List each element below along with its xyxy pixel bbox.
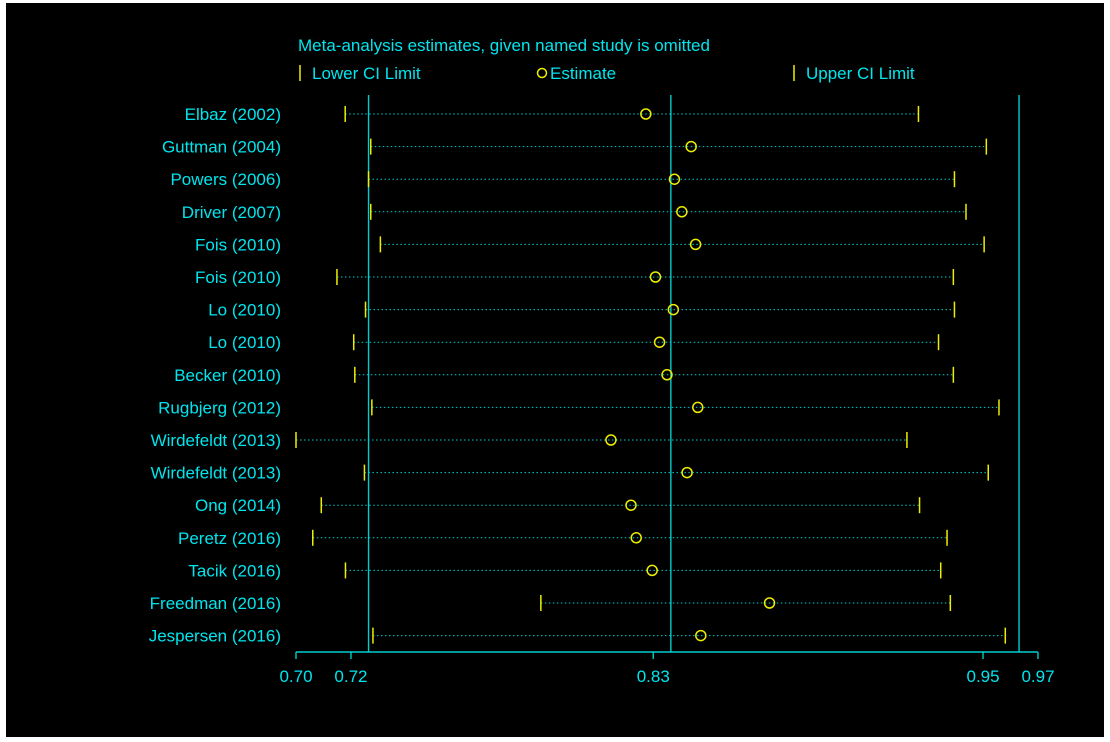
x-tick-label-4: 0.95	[966, 667, 999, 686]
chart-title: Meta-analysis estimates, given named stu…	[298, 36, 710, 55]
estimate-marker	[661, 369, 673, 381]
estimate-marker	[695, 629, 707, 642]
study-label: Fois (2010)	[195, 268, 281, 287]
estimate-marker	[668, 173, 681, 185]
estimate-marker	[625, 499, 637, 511]
estimate-marker	[630, 532, 642, 544]
x-tick-label-2: 0.72	[334, 667, 367, 686]
study-label: Lo (2010)	[208, 333, 281, 352]
estimate-marker	[646, 564, 658, 577]
x-tick-label-1: 0.70	[279, 667, 312, 686]
reference-lines	[367, 95, 1020, 652]
x-tick-label-3: 0.83	[637, 667, 670, 686]
estimate-marker	[763, 597, 776, 609]
study-label: Jespersen (2016)	[149, 627, 281, 646]
estimate-marker	[605, 434, 617, 446]
estimate-marker	[653, 336, 666, 348]
x-axis: 0.70 0.72 0.83 0.95 0.97	[279, 651, 1055, 686]
estimate-marker	[681, 466, 693, 479]
study-label: Driver (2007)	[182, 203, 281, 222]
study-label: Peretz (2016)	[178, 529, 281, 548]
legend: Lower CI Limit Estimate Upper CI Limit	[299, 64, 915, 83]
study-label: Guttman (2004)	[162, 138, 281, 157]
chart-title-group: Meta-analysis estimates, given named stu…	[298, 36, 710, 55]
estimate-marker	[667, 303, 680, 316]
estimate-marker	[676, 206, 688, 218]
study-label: Lo (2010)	[208, 301, 281, 320]
study-labels: Elbaz (2002) Guttman (2004) Powers (2006) D…	[149, 105, 281, 646]
study-label: Becker (2010)	[174, 366, 281, 385]
legend-estimate-symbol	[536, 67, 548, 79]
study-label: Powers (2006)	[170, 170, 281, 189]
study-label: Wirdefeldt (2013)	[151, 464, 281, 483]
study-label: Rugbjerg (2012)	[158, 398, 281, 417]
estimate-marker	[689, 238, 702, 251]
study-label: Fois (2010)	[195, 235, 281, 254]
x-tick-label-5: 0.97	[1021, 667, 1054, 686]
estimate-marker	[685, 140, 697, 153]
study-label: Ong (2014)	[195, 496, 281, 515]
confidence-intervals	[295, 106, 1007, 644]
estimate-marker	[640, 108, 652, 120]
estimate-marker	[692, 401, 704, 414]
study-label: Wirdefeldt (2013)	[151, 431, 281, 450]
legend-estimate-label: Estimate	[550, 64, 616, 83]
chart-background: Meta-analysis estimates, given named stu…	[6, 3, 1104, 737]
estimate-marker	[649, 271, 662, 283]
study-label: Freedman (2016)	[150, 594, 281, 613]
legend-upper-ci-label: Upper CI Limit	[806, 64, 915, 83]
legend-lower-ci-label: Lower CI Limit	[312, 64, 421, 83]
study-label: Elbaz (2002)	[185, 105, 281, 124]
forest-plot: Meta-analysis estimates, given named stu…	[149, 36, 1055, 686]
study-label: Tacik (2016)	[188, 561, 281, 580]
